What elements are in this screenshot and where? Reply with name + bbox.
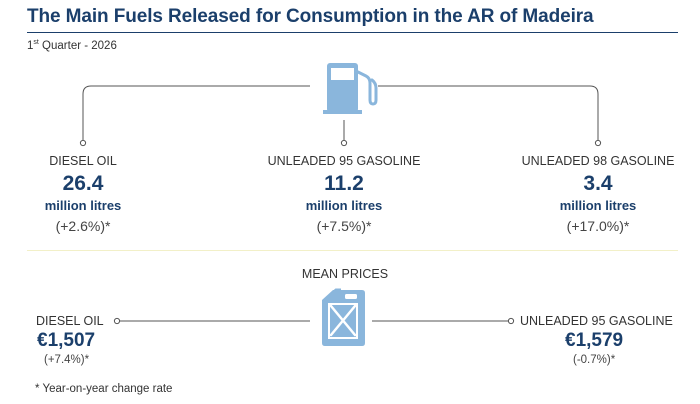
page-title: The Main Fuels Released for Consumption … xyxy=(27,6,594,27)
jerry-can-icon xyxy=(322,288,365,346)
fuel-label-unleaded-95: UNLEADED 95 GASOLINE xyxy=(267,154,421,168)
price-change-unleaded-95: (-0.7%)* xyxy=(573,354,616,366)
section-divider xyxy=(27,250,678,251)
footnote: * Year-on-year change rate xyxy=(35,383,173,395)
fuel-change-unleaded-98: (+17.0%)* xyxy=(566,218,630,234)
price-value-unleaded-95: €1,579 xyxy=(565,330,624,351)
price-label-diesel: DIESEL OIL xyxy=(36,314,104,328)
fuel-change-unleaded-95: (+7.5%)* xyxy=(316,218,372,234)
subtitle-ordinal-suffix: st xyxy=(33,39,39,46)
price-label-unleaded-95: UNLEADED 95 GASOLINE xyxy=(520,314,673,328)
fuel-label-unleaded-98: UNLEADED 98 GASOLINE xyxy=(521,154,675,168)
title-underline xyxy=(27,32,678,33)
price-change-diesel: (+7.4%)* xyxy=(44,354,90,366)
fuel-value-diesel: 26.4 xyxy=(62,172,104,195)
fuel-value-unleaded-98: 3.4 xyxy=(583,172,613,195)
fuel-change-diesel: (+2.6%)* xyxy=(55,218,111,234)
subtitle-ordinal: 1 xyxy=(27,39,34,52)
fuel-unit-unleaded-98: million litres xyxy=(559,198,637,213)
fuel-unit-unleaded-95: million litres xyxy=(305,198,383,213)
fuel-pump-icon xyxy=(323,63,378,114)
price-value-diesel: €1,507 xyxy=(37,330,96,351)
subtitle-period: Quarter - 2026 xyxy=(38,39,117,52)
fuel-label-diesel: DIESEL OIL xyxy=(49,154,117,168)
subtitle: 1st Quarter - 2026 xyxy=(27,39,117,52)
fuel-unit-diesel: million litres xyxy=(44,198,122,213)
fuel-value-unleaded-95: 11.2 xyxy=(324,172,364,195)
mean-prices-title: MEAN PRICES xyxy=(301,267,389,281)
